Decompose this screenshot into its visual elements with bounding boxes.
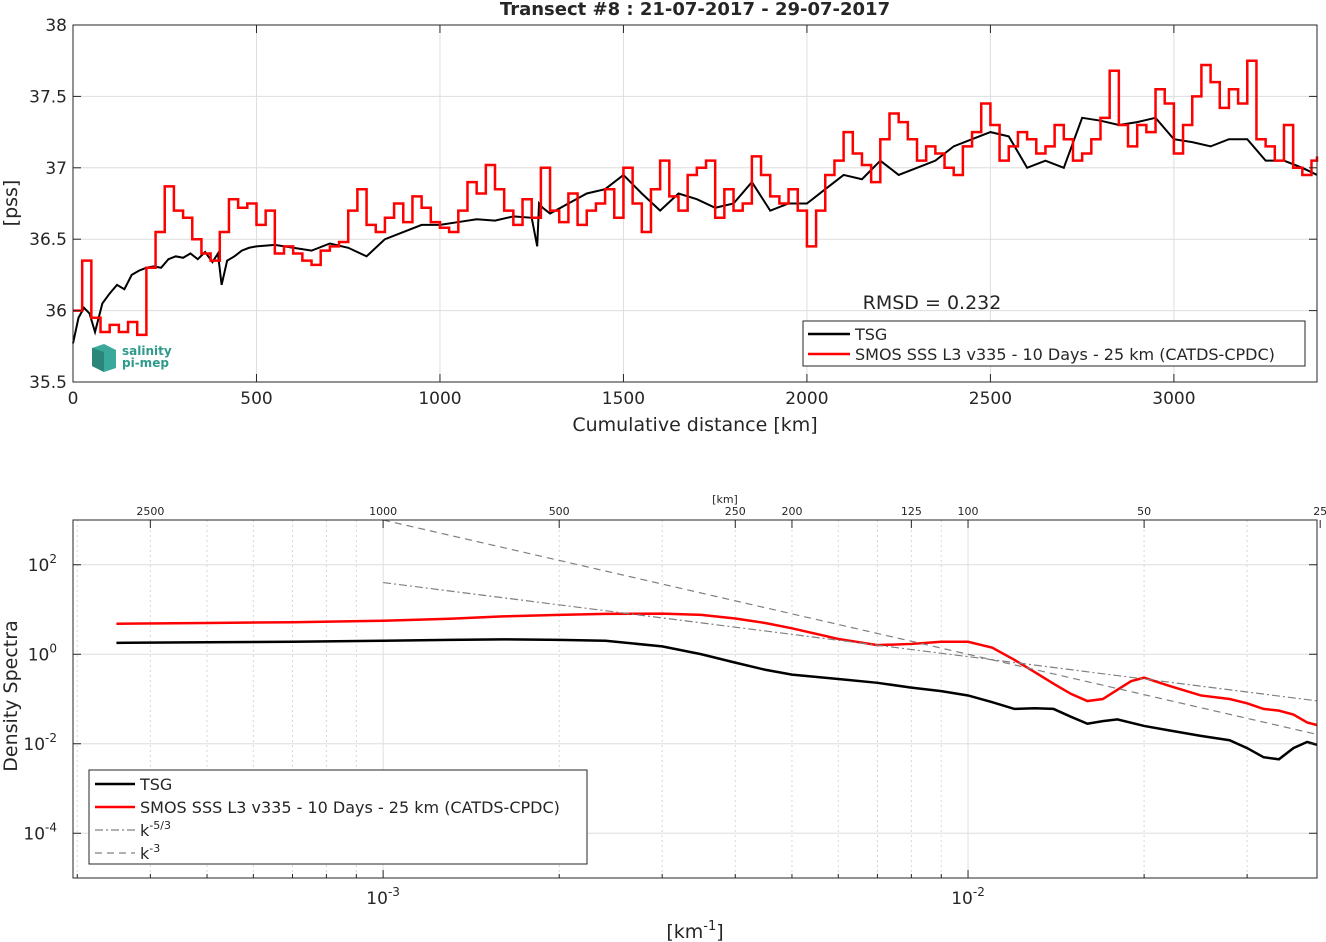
top-y-tick-label: 36.5 (29, 230, 67, 250)
bottom-y-tick-label: 100 (28, 641, 57, 665)
top-series (72, 59, 1319, 344)
top-y-tick-label: 37 (45, 159, 67, 179)
top-y-tick-label: 37.5 (29, 87, 67, 107)
salinity-transect-chart: 0 500 1000 1500 2000 2500 3000 35.5 36 36.5 37 37.… (0, 0, 1319, 436)
top-y-axis-label: [pss] (0, 180, 22, 227)
top-y-tick-label: 35.5 (29, 373, 67, 393)
top-x-ticks: 0 500 1000 1500 2000 2500 3000 (68, 25, 1196, 409)
top-km-tick-label: 250 (725, 505, 746, 518)
top-legend: TSG SMOS SSS L3 v335 - 10 Days - 25 km (… (802, 320, 1306, 367)
density-spectra-chart: 10-3 10-2 10-4 10-2 100 102 2500 1000 500 250 20… (0, 493, 1326, 942)
salinity-pi-mep-logo: salinity pi-mep (92, 344, 172, 372)
k-3-reference-line (382, 520, 1317, 735)
tsg-line (72, 116, 1318, 344)
bottom-top-km-ticks: 2500 1000 500 250 200 125 100 50 25 (136, 505, 1326, 528)
top-km-tick-label: 200 (781, 505, 802, 518)
top-y-tick-label: 36 (45, 302, 67, 322)
smos-line (73, 59, 1319, 337)
top-km-tick-label: 2500 (136, 505, 164, 518)
bottom-legend-label: TSG (139, 775, 172, 794)
top-y-tick-label: 38 (45, 16, 67, 36)
bottom-legend: TSG SMOS SSS L3 v335 - 10 Days - 25 km (C… (88, 769, 588, 865)
top-x-tick-label: 0 (68, 389, 79, 409)
logo-cube-shade (92, 348, 104, 372)
top-km-tick-label: 50 (1137, 505, 1151, 518)
k-5-3-reference-line (383, 581, 1317, 702)
bottom-y-axis-label: Density Spectra (0, 620, 22, 771)
bottom-x-tick-label: 10-2 (951, 885, 985, 909)
spectra-smos-line (116, 612, 1317, 727)
bottom-axes-box (72, 519, 1318, 879)
top-km-tick-label: 1000 (369, 505, 397, 518)
bottom-y-tick-label: 10-4 (23, 820, 57, 844)
legend-tsg-label: TSG (854, 325, 887, 344)
top-x-tick-label: 1000 (418, 389, 461, 409)
top-x-tick-label: 500 (240, 389, 272, 409)
top-axes-box (72, 24, 1318, 383)
chart-title: Transect #8 : 21-07-2017 - 29-07-2017 (500, 0, 890, 20)
bottom-legend-label: SMOS SSS L3 v335 - 10 Days - 25 km (CATD… (140, 798, 560, 817)
spectra-tsg-line (116, 638, 1317, 761)
top-km-tick-label: 125 (901, 505, 922, 518)
top-x-axis-label: Cumulative distance [km] (572, 414, 817, 436)
top-x-tick-label: 2000 (785, 389, 828, 409)
top-x-tick-label: 3000 (1152, 389, 1195, 409)
top-y-ticks: 35.5 36 36.5 37 37.5 38 (29, 16, 1317, 393)
bottom-legend-box (88, 769, 588, 865)
logo-text-line2: pi-mep (122, 356, 169, 370)
top-km-tick-label: 100 (958, 505, 979, 518)
bottom-y-tick-label: 102 (28, 552, 57, 576)
top-x-tick-label: 2500 (969, 389, 1012, 409)
bottom-y-tick-label: 10-2 (23, 731, 57, 755)
top-km-tick-label: 500 (549, 505, 570, 518)
bottom-series (116, 520, 1317, 761)
top-km-tick-label: 25 (1313, 505, 1326, 518)
top-x-tick-label: 1500 (602, 389, 645, 409)
rmsd-annotation: RMSD = 0.232 (863, 292, 1002, 314)
legend-smos-label: SMOS SSS L3 v335 - 10 Days - 25 km (CATD… (855, 345, 1275, 364)
logo-text-line1: salinity (122, 344, 172, 358)
top-km-axis-label: [km] (712, 493, 738, 506)
bottom-x-tick-label: 10-3 (366, 885, 400, 909)
top-legend-box (802, 320, 1306, 367)
bottom-x-axis-label: [km-1] (666, 919, 723, 942)
